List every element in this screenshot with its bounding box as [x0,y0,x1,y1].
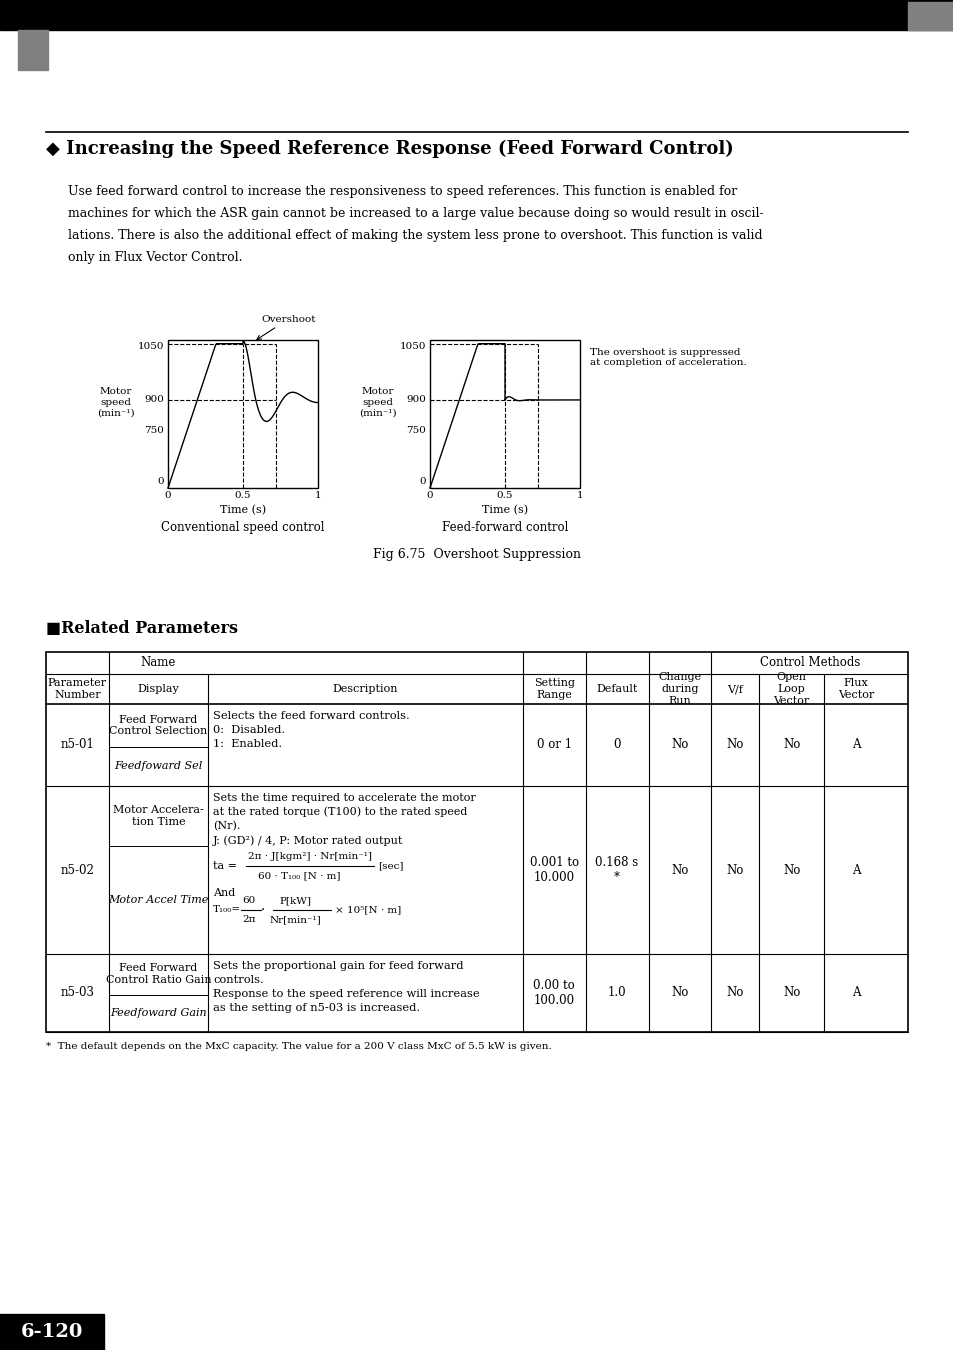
Bar [430,340,579,487]
Text: 0.168 s
*: 0.168 s * [595,856,638,884]
Text: 0.00 to
100.00: 0.00 to 100.00 [533,979,575,1007]
Text: No: No [671,987,688,999]
Text: Sets the time required to accelerate the motor
at the rated torque (T100) to the: Sets the time required to accelerate the… [213,792,476,846]
Text: 0: 0 [165,491,172,500]
Text: Motor Accel Time: Motor Accel Time [109,895,209,906]
Text: *  The default depends on the MxC capacity. The value for a 200 V class MxC of 5: * The default depends on the MxC capacit… [46,1042,551,1052]
Text: 1: 1 [314,491,321,500]
Text: Selects the feed forward controls.
0:  Disabled.
1:  Enabled.: Selects the feed forward controls. 0: Di… [213,711,410,749]
Bar [907,1,953,30]
Text: ■Related Parameters: ■Related Parameters [46,620,237,637]
Text: P[kW]: P[kW] [279,896,311,905]
Text: 0.5: 0.5 [234,491,251,500]
Text: Flux
Vector: Flux Vector [837,678,873,699]
Text: Nr[min⁻¹]: Nr[min⁻¹] [269,915,320,923]
Text: machines for which the ASR gain cannot be increased to a large value because doi: machines for which the ASR gain cannot b… [68,207,762,220]
Text: No: No [782,987,800,999]
Text: A: A [851,864,860,876]
Text: Setting
Range: Setting Range [533,678,574,699]
Text: 1050: 1050 [137,342,164,351]
Text: 0: 0 [419,477,426,486]
Text: 0.001 to
10.000: 0.001 to 10.000 [529,856,578,884]
Text: 900: 900 [406,396,426,405]
Text: [sec]: [sec] [377,861,403,871]
Text: Motor
speed
(min⁻¹): Motor speed (min⁻¹) [359,387,396,417]
Text: Feed-forward control: Feed-forward control [441,521,568,535]
Text: lations. There is also the additional effect of making the system less prone to : lations. There is also the additional ef… [68,230,761,242]
Text: Control Methods: Control Methods [759,656,859,670]
Text: Default: Default [596,684,638,694]
Text: Sets the proportional gain for feed forward
controls.
Response to the speed refe: Sets the proportional gain for feed forw… [213,961,479,1012]
Text: No: No [671,738,688,752]
Text: Feed Forward
Control Selection: Feed Forward Control Selection [110,714,208,736]
Text: 60: 60 [242,896,255,905]
Text: 0: 0 [426,491,433,500]
Text: Conventional speed control: Conventional speed control [161,521,324,535]
Text: 750: 750 [406,425,426,435]
Text: 2π · J[kgm²] · Nr[min⁻¹]: 2π · J[kgm²] · Nr[min⁻¹] [248,852,372,861]
Text: Change
during
Run: Change during Run [658,672,700,706]
Text: A: A [851,738,860,752]
Text: And: And [213,888,235,898]
Text: Open
Loop
Vector: Open Loop Vector [773,672,809,706]
Text: Time (s): Time (s) [481,505,528,516]
Bar [0,0,953,30]
Text: 0: 0 [157,477,164,486]
Text: V/f: V/f [726,684,742,694]
Text: 0 or 1: 0 or 1 [536,738,571,752]
Text: 750: 750 [144,425,164,435]
Text: Fig 6.75  Overshoot Suppression: Fig 6.75 Overshoot Suppression [373,548,580,562]
Text: × 10⁵[N · m]: × 10⁵[N · m] [335,906,401,914]
Text: The overshoot is suppressed
at completion of acceleration.: The overshoot is suppressed at completio… [589,348,746,367]
Text: No: No [726,987,743,999]
Text: Motor
speed
(min⁻¹): Motor speed (min⁻¹) [97,387,134,417]
Text: Feedfoward Sel: Feedfoward Sel [114,761,202,771]
Text: n5-01: n5-01 [60,738,94,752]
Text: Overshoot: Overshoot [256,315,315,339]
Text: No: No [671,864,688,876]
Text: n5-02: n5-02 [60,864,94,876]
Bar [168,340,317,487]
Text: 60 · T₁₀₀ [N · m]: 60 · T₁₀₀ [N · m] [257,871,340,880]
Bar [46,652,907,1031]
Text: T₁₀₀=: T₁₀₀= [213,906,241,914]
Text: ◆ Increasing the Speed Reference Response (Feed Forward Control): ◆ Increasing the Speed Reference Respons… [46,140,733,158]
Text: n5-03: n5-03 [60,987,94,999]
Text: 900: 900 [144,396,164,405]
Bar [0,1314,104,1350]
Text: Display: Display [137,684,179,694]
Text: Parameter
Number: Parameter Number [48,678,107,699]
Text: No: No [726,864,743,876]
Text: only in Flux Vector Control.: only in Flux Vector Control. [68,251,242,265]
Text: Time (s): Time (s) [220,505,266,516]
Text: ·: · [260,903,265,917]
Text: No: No [782,738,800,752]
Text: Feedfoward Gain: Feedfoward Gain [110,1008,207,1018]
Text: Description: Description [333,684,397,694]
Text: 0.5: 0.5 [497,491,513,500]
Text: 1050: 1050 [399,342,426,351]
Text: ta =: ta = [213,861,236,871]
Text: Name: Name [141,656,176,670]
Text: 1: 1 [576,491,582,500]
Text: 6-120: 6-120 [21,1323,83,1341]
Text: No: No [726,738,743,752]
Text: Feed Forward
Control Ratio Gain: Feed Forward Control Ratio Gain [106,964,211,986]
Bar [18,30,48,70]
Text: No: No [782,864,800,876]
Text: Motor Accelera-
tion Time: Motor Accelera- tion Time [113,806,204,828]
Text: 2π: 2π [242,915,255,923]
Text: 0: 0 [613,738,620,752]
Text: A: A [851,987,860,999]
Text: 1.0: 1.0 [607,987,626,999]
Text: Use feed forward control to increase the responsiveness to speed references. Thi: Use feed forward control to increase the… [68,185,737,198]
